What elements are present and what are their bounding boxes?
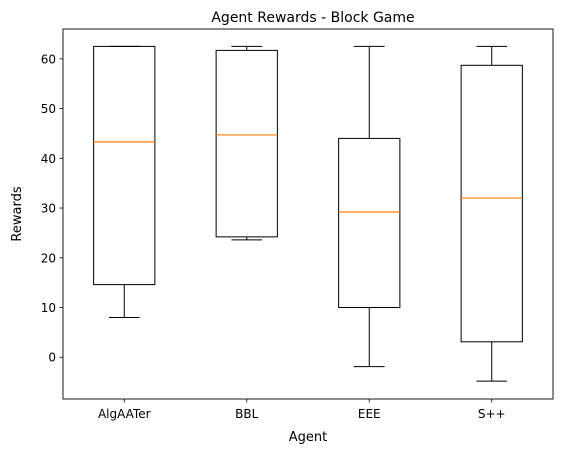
y-tick-label: 60 — [41, 52, 56, 66]
x-tick-label: BBL — [235, 407, 258, 421]
y-tick-label: 50 — [41, 102, 56, 116]
box-eee — [338, 45, 401, 368]
y-tick-label: 10 — [41, 301, 56, 315]
box-bbl — [215, 45, 278, 241]
box-s- — [460, 45, 523, 382]
y-tick-label: 0 — [48, 351, 56, 365]
x-axis-label: Agent — [289, 430, 327, 445]
y-tick-label: 30 — [41, 202, 56, 216]
iqr-box — [93, 45, 156, 286]
y-tick-label: 20 — [41, 251, 56, 265]
iqr-box — [338, 137, 401, 308]
boxes-group — [93, 45, 523, 382]
x-axis-ticks: AlgAATer BBL EEE S++ — [98, 399, 506, 421]
y-tick-label: 40 — [41, 152, 56, 166]
x-tick-label: EEE — [358, 407, 381, 421]
y-axis-label: Rewards — [10, 186, 25, 241]
box-algaater — [93, 45, 156, 318]
iqr-box — [460, 64, 523, 343]
chart-title: Agent Rewards - Block Game — [211, 10, 414, 26]
y-axis-ticks: 0 10 20 30 40 50 60 — [41, 52, 63, 365]
iqr-box — [215, 49, 278, 238]
x-tick-label: S++ — [478, 407, 506, 421]
plot-area-frame — [62, 28, 554, 400]
x-tick-label: AlgAATer — [98, 407, 151, 421]
